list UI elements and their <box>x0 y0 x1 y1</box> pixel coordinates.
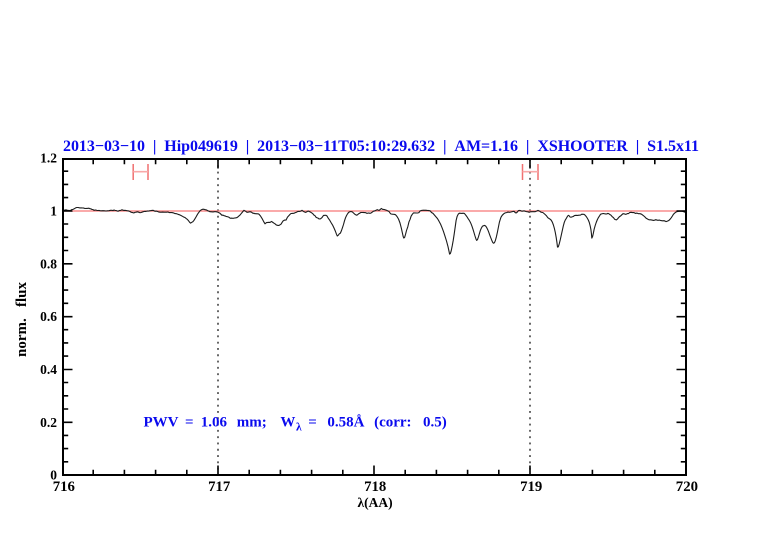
svg-text:718: 718 <box>364 479 386 495</box>
svg-text:0.6: 0.6 <box>40 309 57 324</box>
svg-text:norm. flux: norm. flux <box>14 282 30 358</box>
svg-text:720: 720 <box>676 479 698 495</box>
svg-text:1.2: 1.2 <box>40 151 57 166</box>
svg-text:716: 716 <box>53 479 75 495</box>
svg-text:1: 1 <box>50 204 57 219</box>
svg-text:λ(AA): λ(AA) <box>357 495 392 510</box>
svg-text:719: 719 <box>520 479 542 495</box>
svg-text:0: 0 <box>50 468 57 483</box>
svg-text:2013−03−10 | Hip049619 | 2: 2013−03−10 | Hip049619 | 2013−03−11T05:1… <box>63 138 699 155</box>
svg-text:0.2: 0.2 <box>40 415 57 430</box>
svg-text:0.8: 0.8 <box>40 256 57 271</box>
svg-text:0.4: 0.4 <box>40 362 57 377</box>
svg-text:717: 717 <box>208 479 231 495</box>
